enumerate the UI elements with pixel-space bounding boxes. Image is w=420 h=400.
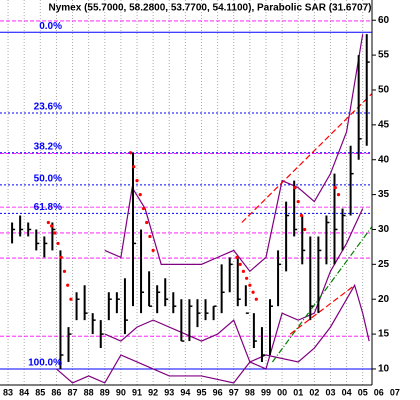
y-tick-label: 40 — [378, 154, 390, 165]
sar-dot — [62, 269, 67, 273]
y-tick-label: 30 — [378, 224, 390, 235]
x-tick-label: 02 — [309, 387, 319, 397]
sar-dot — [299, 213, 304, 218]
sar-dot — [132, 165, 136, 169]
y-tick-label: 50 — [378, 85, 390, 96]
sar-dot — [235, 255, 239, 259]
sar-dot — [254, 297, 258, 301]
x-tick-label: 92 — [148, 387, 158, 397]
x-tick-label: 93 — [164, 387, 174, 397]
x-tick-label: 88 — [84, 387, 94, 397]
sar-dot — [296, 199, 300, 204]
sar-dot — [241, 269, 246, 273]
marks — [0, 20, 372, 384]
sar-dot — [303, 227, 307, 232]
sar-dot — [151, 248, 155, 252]
x-tick-label: 91 — [132, 387, 142, 397]
sar-dot — [56, 241, 60, 246]
x-tick-label: 90 — [116, 387, 126, 397]
x-tick-label: 06 — [374, 387, 384, 397]
trend-line — [241, 92, 372, 223]
sar-dot — [251, 290, 255, 294]
y-tick-label: 25 — [378, 259, 390, 270]
trend-line — [289, 284, 356, 335]
fib-label: 100.0% — [28, 358, 62, 369]
sar-dot — [135, 179, 139, 183]
plot-area — [0, 0, 372, 385]
x-tick-label: 85 — [35, 387, 45, 397]
x-tick-label: 96 — [213, 387, 223, 397]
labels: 83 84 85 86 87 88 89 90 91 92 93 94 95 96 97 98 99 00 01 02… — [3, 15, 400, 398]
sar-dot — [59, 255, 63, 259]
sar-dot — [245, 276, 249, 280]
x-tick-label: 94 — [180, 387, 190, 397]
sar-dot — [46, 220, 50, 225]
chart-title: Nymex (55.7000, 58.2800, 53.7700, 54.110… — [49, 3, 372, 14]
band-line — [56, 283, 370, 384]
fib-label: 38.2% — [34, 141, 62, 152]
band-line — [104, 34, 364, 273]
fib-label: 23.6% — [34, 102, 62, 113]
fib-label: 50.0% — [34, 173, 62, 184]
grid — [7, 0, 364, 385]
sar-dot — [238, 262, 242, 266]
sar-dot — [293, 186, 297, 190]
x-tick-label: 89 — [100, 387, 110, 397]
x-tick-label: 07 — [390, 387, 400, 397]
sar-dot — [66, 283, 70, 287]
x-tick-label: 86 — [51, 387, 61, 397]
x-tick-label: 04 — [342, 387, 352, 397]
sar-dot — [69, 297, 73, 301]
sar-dot — [148, 234, 152, 239]
sar-dot — [336, 192, 341, 197]
y-tick-label: 45 — [378, 119, 390, 130]
fib-label: 0.0% — [39, 21, 62, 32]
x-tick-label: 98 — [245, 387, 255, 397]
sar-dot — [141, 206, 146, 211]
sar-dot — [138, 192, 142, 197]
sar-dot — [53, 231, 57, 235]
sar-dot — [128, 151, 133, 155]
y-tick-label: 55 — [378, 50, 390, 61]
x-tick-label: 97 — [229, 387, 239, 397]
sar-dot — [145, 220, 149, 225]
x-tick-label: 95 — [196, 387, 206, 397]
x-tick-label: 84 — [19, 387, 29, 397]
x-tick-label: 01 — [293, 387, 303, 397]
x-tick-label: 87 — [68, 387, 78, 397]
y-tick-label: 35 — [378, 189, 390, 200]
y-tick-label: 20 — [378, 294, 390, 305]
y-tick-label: 15 — [378, 329, 390, 340]
sar-dot — [49, 224, 54, 228]
sar-dot — [248, 283, 252, 287]
x-tick-label: 03 — [325, 387, 335, 397]
x-tick-label: 99 — [261, 387, 271, 397]
x-tick-label: 00 — [277, 387, 287, 397]
x-tick-label: 05 — [358, 387, 368, 397]
trend-line — [271, 225, 372, 363]
y-tick-label: 60 — [378, 15, 390, 26]
sar-dot — [333, 186, 337, 190]
y-tick-label: 10 — [378, 364, 390, 375]
fib-label: 61.8% — [34, 202, 62, 213]
x-tick-label: 83 — [3, 387, 13, 397]
